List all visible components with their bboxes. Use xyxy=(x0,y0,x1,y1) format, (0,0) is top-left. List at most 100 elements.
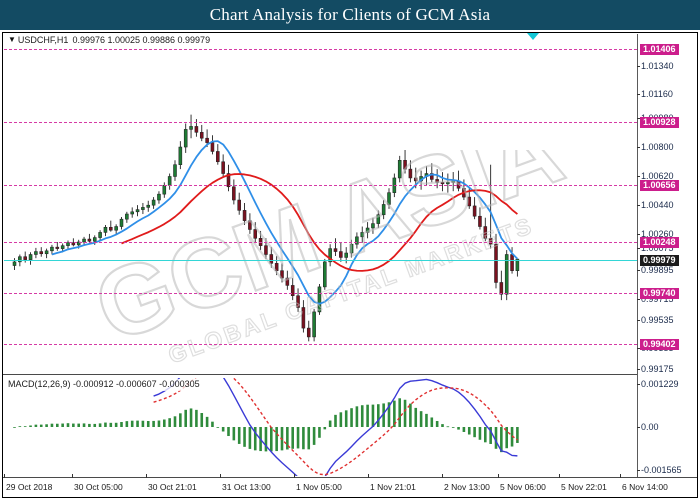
candle-body xyxy=(371,223,375,229)
candle-body xyxy=(504,254,509,295)
chevron-down-icon[interactable]: ▼ xyxy=(8,35,16,44)
candle-body xyxy=(264,245,268,255)
macd-histogram-bar xyxy=(195,409,198,427)
macd-histogram-bar xyxy=(264,427,268,452)
level-price-chip[interactable]: 0.99740 xyxy=(640,288,679,299)
tick-value: 1.00260 xyxy=(641,229,674,239)
tick-value: 1.00440 xyxy=(641,200,674,210)
candlestick-series xyxy=(12,114,520,342)
macd-histogram-bar xyxy=(237,427,241,444)
candle-body xyxy=(55,246,60,249)
macd-histogram-bar xyxy=(120,421,123,427)
candle-body xyxy=(157,193,161,201)
macd-scale-tick: 0.00 xyxy=(637,422,659,433)
level-price-chip[interactable]: 1.00656 xyxy=(640,180,679,191)
macd-info-label[interactable]: MACD(12,26,9) -0.000912 -0.000607 -0.000… xyxy=(6,379,202,391)
candle-body xyxy=(472,205,477,217)
candle-body xyxy=(109,226,113,231)
macd-histogram-bar xyxy=(500,427,503,453)
macd-histogram-bar xyxy=(184,409,187,427)
macd-scale-tick: 0.001229 xyxy=(637,379,679,390)
macd-histogram-bar xyxy=(382,403,385,427)
tick-mark xyxy=(637,94,640,95)
support-resistance-line xyxy=(4,49,637,50)
candle-body xyxy=(44,250,49,255)
tick-value: 0.99715 xyxy=(641,294,674,304)
candle-body xyxy=(216,151,220,163)
macd-histogram-bar xyxy=(430,417,434,427)
macd-histogram-bar xyxy=(61,423,64,427)
macd-histogram-bar xyxy=(72,423,75,427)
symbol-ohlc-values: 0.99976 1.00025 0.99886 0.99979 xyxy=(72,35,211,45)
candle-body xyxy=(296,295,300,308)
price-plot-svg xyxy=(12,114,520,342)
candle-body xyxy=(365,227,370,233)
time-axis-label: 30 Oct 21:01 xyxy=(148,482,197,492)
price-scale-tick: 0.99895 xyxy=(637,265,674,276)
candle-body xyxy=(232,186,236,201)
candle-body xyxy=(178,146,183,165)
macd-histogram-bar xyxy=(360,405,364,427)
symbol-info-label[interactable]: ▼ USDCHF,H1 0.99976 1.00025 0.99886 0.9997… xyxy=(6,35,213,47)
candle-body xyxy=(92,237,97,242)
tick-value: 1.00620 xyxy=(641,171,674,181)
macd-histogram-bar xyxy=(489,427,492,444)
candle-body xyxy=(141,207,145,210)
macd-histogram-bar xyxy=(323,427,327,430)
candle-body xyxy=(403,160,407,170)
support-resistance-line xyxy=(4,242,637,243)
candle-body xyxy=(221,161,225,174)
candle-body xyxy=(381,204,386,216)
pane-divider xyxy=(3,374,637,375)
level-price-chip[interactable]: 0.99402 xyxy=(640,339,679,350)
macd-histogram-bar xyxy=(484,427,487,443)
price-scale-tick: 0.99535 xyxy=(637,315,674,326)
candle-body xyxy=(76,241,81,246)
candle-body xyxy=(248,220,252,230)
candle-body xyxy=(39,251,44,255)
time-tick-mark xyxy=(220,474,221,478)
candle-body xyxy=(194,126,199,133)
macd-histogram-bar xyxy=(173,416,177,427)
macd-main-line xyxy=(153,378,518,476)
candle-body xyxy=(274,263,279,271)
candle-body xyxy=(269,254,274,264)
tick-value: 0.99535 xyxy=(641,315,674,325)
macd-histogram-bar xyxy=(398,398,401,427)
level-price-chip[interactable]: 1.00248 xyxy=(640,237,679,248)
candle-body xyxy=(387,192,391,205)
time-tick-mark xyxy=(559,474,560,478)
macd-histogram-bar xyxy=(205,416,209,427)
tick-value: 0.99895 xyxy=(641,265,674,275)
macd-histogram-bar xyxy=(66,423,70,427)
tick-mark xyxy=(637,205,640,206)
price-chart-pane[interactable] xyxy=(10,34,637,372)
candle-body xyxy=(135,209,140,213)
candle-body xyxy=(98,232,102,238)
level-price-chip[interactable]: 1.00928 xyxy=(640,117,679,128)
macd-indicator-pane[interactable] xyxy=(10,378,637,476)
macd-histogram-bar xyxy=(152,420,155,427)
macd-histogram-bar xyxy=(307,427,311,450)
macd-histogram-bar xyxy=(34,424,38,427)
ma-slow-line xyxy=(121,173,518,272)
macd-histogram-bar xyxy=(409,403,412,427)
macd-histogram-bar xyxy=(56,423,59,427)
price-scale-tick: 1.00260 xyxy=(637,229,674,240)
candle-body xyxy=(494,243,498,283)
macd-histogram-bar xyxy=(516,427,519,443)
macd-histogram-bar xyxy=(419,411,423,427)
macd-histogram-bar xyxy=(457,427,460,430)
candle-body xyxy=(317,286,322,313)
macd-histogram-bar xyxy=(77,423,80,427)
symbol-name: USDCHF,H1 xyxy=(17,35,69,45)
candle-body xyxy=(189,126,193,130)
candle-body xyxy=(344,252,348,258)
candle-body xyxy=(306,327,311,338)
current-price-chip[interactable]: 0.99979 xyxy=(640,255,679,266)
level-price-chip[interactable]: 1.01406 xyxy=(640,44,679,55)
macd-histogram-bar xyxy=(446,426,450,428)
macd-histogram-bar xyxy=(462,427,466,432)
tick-value: 1.00800 xyxy=(641,142,674,152)
time-tick-mark xyxy=(146,474,147,478)
